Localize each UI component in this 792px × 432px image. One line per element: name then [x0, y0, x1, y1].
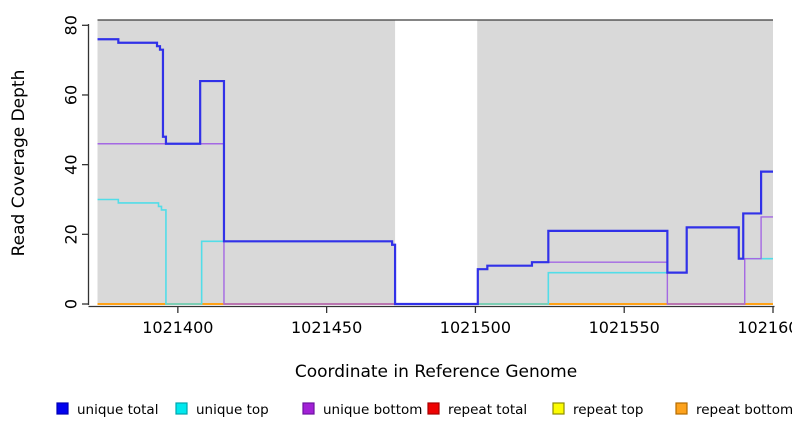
y-tick-label: 0 — [62, 299, 81, 309]
y-tick-label: 80 — [62, 15, 81, 35]
legend-swatch-repeat-bottom — [675, 402, 688, 415]
legend-label-repeat-top: repeat top — [573, 402, 643, 418]
x-axis-title: Coordinate in Reference Genome — [295, 362, 577, 382]
legend-label-repeat-bottom: repeat bottom — [696, 402, 792, 418]
legend-label-unique-bottom: unique bottom — [323, 402, 422, 418]
legend-label-unique-top: unique top — [196, 402, 269, 418]
y-tick-label: 20 — [62, 224, 81, 244]
y-tick-label: 40 — [62, 154, 81, 174]
x-tick-label: 1021550 — [589, 318, 660, 337]
coverage-shaded-region — [97, 20, 396, 304]
series-line-unique-total — [97, 38, 773, 306]
x-tick-label: 1021600 — [737, 318, 792, 337]
legend-swatch-unique-top — [175, 402, 188, 415]
x-tick-label: 1021500 — [440, 318, 511, 337]
legend-swatch-unique-total — [56, 402, 69, 415]
x-tick-label: 1021450 — [291, 318, 362, 337]
plot-area: 1021400 1021450 1021500 1021550 1021600 0 20 40… — [62, 15, 792, 337]
legend: unique total unique top unique bottom repea… — [56, 402, 792, 418]
y-tick-label: 60 — [62, 85, 81, 105]
legend-label-unique-total: unique total — [77, 402, 158, 418]
legend-label-repeat-total: repeat total — [448, 402, 527, 418]
y-axis-title: Read Coverage Depth — [9, 70, 29, 257]
legend-swatch-unique-bottom — [302, 402, 315, 415]
x-tick-label: 1021400 — [142, 318, 213, 337]
coverage-shaded-region — [477, 20, 773, 304]
legend-swatch-repeat-total — [427, 402, 440, 415]
legend-swatch-repeat-top — [552, 402, 565, 415]
